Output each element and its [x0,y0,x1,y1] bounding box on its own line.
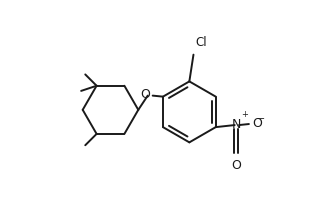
Text: −: − [257,114,265,124]
Text: +: + [241,110,248,119]
Text: O: O [231,159,241,172]
Text: O: O [252,117,262,130]
Text: Cl: Cl [195,36,207,49]
Text: N: N [232,118,241,131]
Text: O: O [140,88,150,101]
